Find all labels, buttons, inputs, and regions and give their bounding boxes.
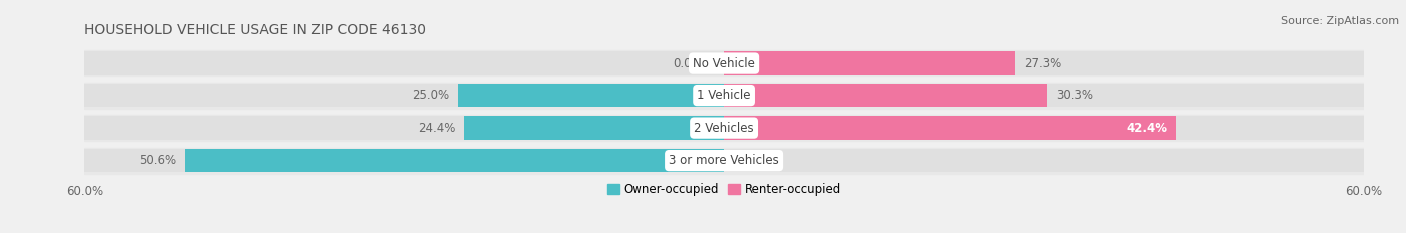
Text: 27.3%: 27.3%	[1024, 57, 1062, 70]
Bar	[724, 84, 1047, 107]
Bar	[724, 116, 1177, 140]
Bar	[84, 115, 1364, 141]
Bar	[84, 84, 724, 107]
Text: 24.4%: 24.4%	[418, 122, 456, 135]
Legend: Owner-occupied, Renter-occupied: Owner-occupied, Renter-occupied	[602, 178, 846, 201]
Text: 42.4%: 42.4%	[1126, 122, 1167, 135]
Bar	[84, 147, 1364, 174]
Text: 50.6%: 50.6%	[139, 154, 176, 167]
Bar	[84, 149, 724, 172]
Text: Source: ZipAtlas.com: Source: ZipAtlas.com	[1281, 16, 1399, 26]
Text: HOUSEHOLD VEHICLE USAGE IN ZIP CODE 46130: HOUSEHOLD VEHICLE USAGE IN ZIP CODE 4613…	[84, 23, 426, 37]
Bar	[724, 51, 1015, 75]
Bar	[84, 50, 1364, 76]
Bar	[184, 149, 724, 172]
Text: 1 Vehicle: 1 Vehicle	[697, 89, 751, 102]
Bar	[84, 51, 724, 75]
Bar	[724, 149, 1364, 172]
Bar	[84, 116, 724, 140]
Bar	[464, 116, 724, 140]
Bar	[84, 82, 1364, 109]
Bar	[457, 84, 724, 107]
Text: 3 or more Vehicles: 3 or more Vehicles	[669, 154, 779, 167]
Text: 25.0%: 25.0%	[412, 89, 449, 102]
Bar	[724, 51, 1364, 75]
Text: 0.0%: 0.0%	[673, 57, 703, 70]
Text: 30.3%: 30.3%	[1056, 89, 1092, 102]
Bar	[724, 116, 1364, 140]
Bar	[724, 84, 1364, 107]
Text: 2 Vehicles: 2 Vehicles	[695, 122, 754, 135]
Text: No Vehicle: No Vehicle	[693, 57, 755, 70]
Text: 0.0%: 0.0%	[745, 154, 775, 167]
